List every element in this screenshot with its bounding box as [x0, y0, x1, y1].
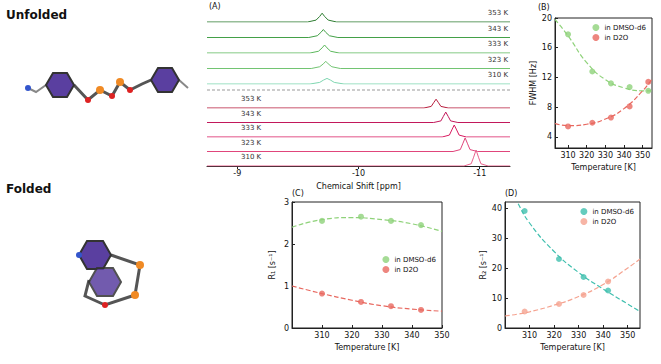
svg-text:310: 310 [522, 331, 537, 340]
svg-text:in D2O: in D2O [604, 34, 628, 42]
svg-text:330: 330 [598, 151, 613, 160]
svg-text:330: 330 [571, 331, 586, 340]
svg-text:330: 330 [374, 331, 389, 340]
svg-text:353 K: 353 K [488, 9, 509, 17]
svg-text:Temperature [K]: Temperature [K] [570, 163, 636, 172]
svg-text:350: 350 [635, 151, 650, 160]
svg-text:320: 320 [344, 331, 359, 340]
svg-text:in DMSO-d6: in DMSO-d6 [592, 208, 634, 216]
svg-text:1: 1 [284, 282, 289, 291]
svg-text:(D): (D) [505, 189, 517, 198]
svg-text:8: 8 [547, 103, 552, 112]
svg-text:3: 3 [284, 198, 289, 207]
svg-text:310: 310 [560, 151, 575, 160]
html-text:Unfolded: Unfolded [6, 8, 68, 22]
svg-text:4: 4 [547, 132, 552, 141]
svg-text:310 K: 310 K [241, 153, 262, 161]
svg-text:40: 40 [492, 204, 502, 213]
svg-text:20: 20 [542, 14, 552, 23]
svg-text:323 K: 323 K [488, 56, 509, 64]
svg-text:310 K: 310 K [488, 71, 509, 79]
svg-text:343 K: 343 K [488, 25, 509, 33]
svg-text:10: 10 [492, 294, 502, 303]
svg-text:FWHM [Hz]: FWHM [Hz] [529, 61, 538, 105]
svg-text:Temperature [K]: Temperature [K] [334, 343, 400, 352]
svg-text:323 K: 323 K [241, 139, 262, 147]
svg-text:R₂ [s⁻¹]: R₂ [s⁻¹] [479, 250, 488, 279]
svg-text:in D2O: in D2O [592, 218, 616, 226]
svg-text:in D2O: in D2O [394, 266, 418, 274]
svg-text:(A): (A) [209, 2, 221, 11]
svg-text:350: 350 [434, 331, 449, 340]
svg-text:20: 20 [492, 264, 502, 273]
svg-text:Temperature [K]: Temperature [K] [539, 343, 605, 352]
svg-text:(B): (B) [538, 3, 550, 12]
svg-text:320: 320 [546, 331, 561, 340]
svg-text:343 K: 343 K [241, 110, 262, 118]
svg-text:-9: -9 [233, 169, 241, 178]
svg-text:(C): (C) [292, 189, 304, 198]
html-text:Folded: Folded [6, 182, 52, 196]
svg-text:2: 2 [284, 240, 289, 249]
svg-text:333 K: 333 K [241, 124, 262, 132]
svg-text:0: 0 [497, 324, 502, 333]
svg-text:R₁ [s⁻¹]: R₁ [s⁻¹] [268, 250, 277, 279]
svg-text:350: 350 [620, 331, 635, 340]
svg-text:340: 340 [616, 151, 631, 160]
svg-text:340: 340 [596, 331, 611, 340]
svg-text:Chemical Shift [ppm]: Chemical Shift [ppm] [316, 182, 401, 191]
svg-text:-11: -11 [473, 169, 486, 178]
svg-text:30: 30 [492, 234, 502, 243]
svg-text:-10: -10 [352, 169, 365, 178]
svg-text:in DMSO-d6: in DMSO-d6 [604, 24, 646, 32]
svg-text:333 K: 333 K [488, 40, 509, 48]
svg-text:in DMSO-d6: in DMSO-d6 [394, 256, 436, 264]
svg-text:16: 16 [542, 43, 552, 52]
svg-text:0: 0 [284, 324, 289, 333]
svg-text:12: 12 [542, 73, 552, 82]
svg-text:353 K: 353 K [241, 95, 262, 103]
svg-text:320: 320 [579, 151, 594, 160]
svg-text:340: 340 [404, 331, 419, 340]
svg-text:310: 310 [314, 331, 329, 340]
